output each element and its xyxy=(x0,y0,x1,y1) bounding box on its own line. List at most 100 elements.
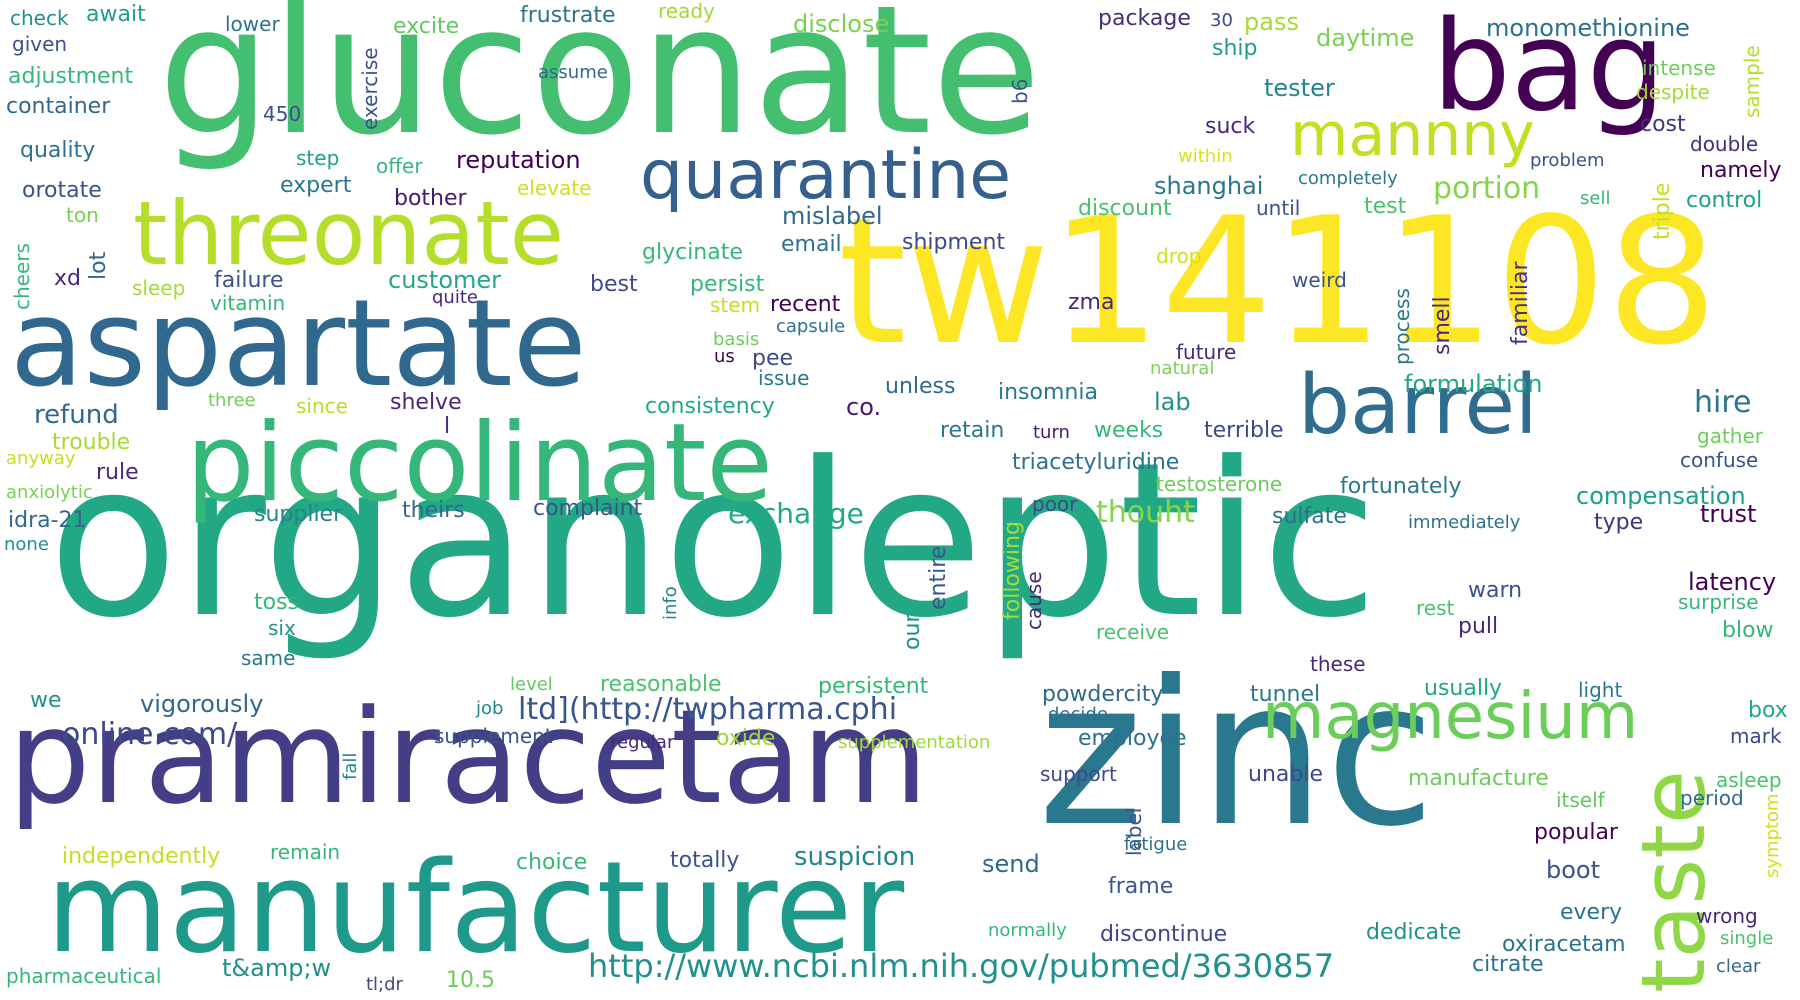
word-t-amp-w: t&amp;w xyxy=(222,954,332,982)
word-sell: sell xyxy=(1580,188,1611,209)
word-manufacture: manufacture xyxy=(1408,766,1549,791)
word-receive: receive xyxy=(1096,620,1170,644)
word-support: support xyxy=(1040,762,1117,786)
word-monomethionine: monomethionine xyxy=(1486,14,1690,42)
word-tl-dr: tl;dr xyxy=(366,974,403,995)
word-cause: cause xyxy=(1022,571,1046,630)
word-given: given xyxy=(12,32,68,56)
word-supplier: supplier xyxy=(254,502,343,527)
word-period: period xyxy=(1680,786,1744,810)
word-symptom: symptom xyxy=(1762,793,1783,878)
word-sulfate: sulfate xyxy=(1272,504,1347,529)
word-dedicate: dedicate xyxy=(1366,920,1462,945)
word-triple: triple xyxy=(1650,182,1675,240)
word-lot: lot xyxy=(86,251,111,280)
word-future: future xyxy=(1176,340,1237,364)
word-tw141108: tw141108 xyxy=(838,181,1718,384)
word-discount: discount xyxy=(1078,196,1172,221)
word-decide: decide xyxy=(1048,704,1108,725)
word-warn: warn xyxy=(1468,578,1523,603)
word-30: 30 xyxy=(1210,10,1233,31)
word-itself: itself xyxy=(1556,788,1605,812)
word-us: us xyxy=(714,346,735,367)
word-powdercity: powdercity xyxy=(1042,682,1164,707)
word-six: six xyxy=(268,616,296,640)
word-daytime: daytime xyxy=(1316,24,1415,52)
word-hire: hire xyxy=(1694,385,1752,420)
word-shelve: shelve xyxy=(390,390,462,415)
word-remain: remain xyxy=(270,840,341,864)
word-offer: offer xyxy=(376,154,423,178)
word-gluconate: gluconate xyxy=(158,0,1042,174)
word-refund: refund xyxy=(34,400,119,430)
word-frame: frame xyxy=(1108,874,1174,899)
word-totally: totally xyxy=(670,848,740,873)
word-elevate: elevate xyxy=(517,176,592,200)
word-mislabel: mislabel xyxy=(782,202,883,230)
word-boot: boot xyxy=(1546,856,1601,884)
word-issue: issue xyxy=(758,366,810,390)
word-exchange: exchange xyxy=(728,497,864,530)
word-lab: lab xyxy=(1154,388,1191,416)
word-mannny: mannny xyxy=(1290,100,1535,170)
word-our: our xyxy=(900,613,925,650)
word-intense: intense xyxy=(1642,56,1716,80)
word-testosterone: testosterone xyxy=(1156,472,1283,496)
word-xd: xd xyxy=(54,266,81,291)
word-latency: latency xyxy=(1688,568,1777,596)
word-basis: basis xyxy=(713,329,760,350)
word-employee: employee xyxy=(1078,726,1187,751)
word-stem: stem xyxy=(710,293,761,317)
word-adjustment: adjustment xyxy=(8,64,134,89)
word-fortunately: fortunately xyxy=(1340,474,1462,499)
word-online-com: online.com/ xyxy=(62,717,238,752)
word-barrel: barrel xyxy=(1298,358,1538,453)
word-pee: pee xyxy=(752,346,794,371)
word-b6: b6 xyxy=(1008,78,1032,104)
word-complaint: complaint xyxy=(533,496,643,521)
word-independently: independently xyxy=(62,844,221,869)
word-mark: mark xyxy=(1730,724,1782,748)
word-trouble: trouble xyxy=(52,430,131,455)
word-entire: entire xyxy=(926,545,951,610)
word-supplementation: supplementation xyxy=(838,732,991,753)
word-normally: normally xyxy=(988,920,1067,941)
word-reasonable: reasonable xyxy=(600,672,722,697)
word-formulation: formulation xyxy=(1404,370,1543,398)
word-we: we xyxy=(30,688,62,713)
word-familiar: familiar xyxy=(1508,261,1533,345)
word-cheers: cheers xyxy=(10,243,34,310)
word-shipment: shipment xyxy=(902,230,1006,255)
word-toss: toss xyxy=(254,590,300,615)
word-anxiolytic: anxiolytic xyxy=(6,482,93,503)
word-clear: clear xyxy=(1716,956,1761,977)
word-same: same xyxy=(241,646,296,670)
word-oxide: oxide xyxy=(716,726,776,751)
word-fatigue: fatigue xyxy=(1124,834,1188,855)
word-ready: ready xyxy=(658,0,715,23)
word-cost: cost xyxy=(1640,112,1686,137)
word-bother: bother xyxy=(394,186,467,211)
word-disclose: disclose xyxy=(793,10,890,38)
word-threonate: threonate xyxy=(133,182,564,285)
word-pull: pull xyxy=(1458,614,1499,639)
word-twpharma-url: ltd](http://twpharma.cphi xyxy=(518,692,898,727)
word-trust: trust xyxy=(1700,500,1757,528)
word-container: container xyxy=(6,94,111,119)
word-step: step xyxy=(296,146,340,170)
word-natural: natural xyxy=(1150,358,1215,379)
word-send: send xyxy=(982,850,1040,878)
word-ncbi-url: http://www.ncbi.nlm.nih.gov/pubmed/36308… xyxy=(588,947,1335,985)
word-citrate: citrate xyxy=(1472,952,1544,977)
word-portion: portion xyxy=(1433,171,1541,206)
word-vigorously: vigorously xyxy=(140,690,264,718)
word-following: following xyxy=(1000,521,1025,620)
word-magnesium: magnesium xyxy=(1262,680,1639,754)
word-level: level xyxy=(510,674,553,695)
word-test: test xyxy=(1364,194,1407,219)
word-smell: smell xyxy=(1430,296,1455,355)
word-persist: persist xyxy=(690,272,765,297)
word-double: double xyxy=(1690,132,1759,156)
word-usually: usually xyxy=(1424,676,1503,701)
